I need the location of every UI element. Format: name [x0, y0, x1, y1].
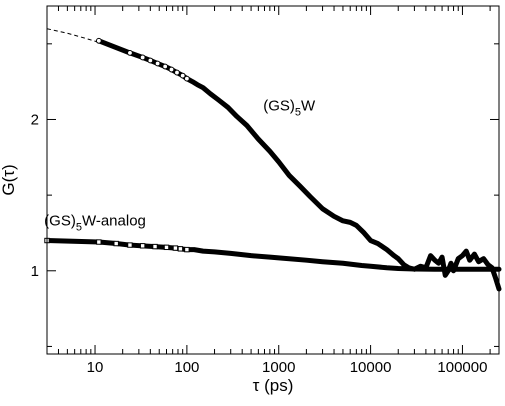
series-2-point	[152, 243, 158, 250]
x-tick-label: 1000	[262, 359, 295, 376]
series-1-point	[179, 72, 186, 79]
series-1	[46, 28, 502, 292]
series-2-point	[139, 243, 146, 249]
series-1-point	[139, 54, 146, 61]
series-1-point	[174, 69, 180, 76]
plot-content	[44, 28, 502, 292]
x-tick-label: 10000	[350, 359, 392, 376]
x-axis: 10 100 1000 10000 100000	[46, 6, 491, 376]
x-tick-label: 10	[87, 359, 104, 376]
series-2-point	[184, 246, 190, 253]
series-2-point	[127, 242, 133, 248]
series-1-point	[127, 50, 133, 56]
series-2-point	[172, 245, 179, 251]
series-2-point	[177, 246, 184, 252]
plot-frame	[46, 5, 500, 355]
series-2-point	[96, 239, 102, 245]
series-1-point	[183, 75, 190, 82]
annotations: (GS)5W (GS)5W-analog	[44, 97, 316, 233]
series-label-2: (GS)5W-analog	[44, 212, 146, 233]
series-2	[44, 237, 502, 272]
series-1-point	[162, 63, 169, 70]
series-1-point	[95, 37, 102, 44]
series-1-data-line	[96, 38, 502, 292]
y-tick-label: 2	[31, 111, 39, 128]
series-label-1: (GS)5W	[263, 97, 316, 118]
y-tick-label: 1	[31, 263, 39, 280]
x-tick-label: 100000	[437, 359, 487, 376]
series-2-point	[113, 240, 119, 247]
series-1-point	[154, 60, 161, 67]
series-2-point	[163, 244, 170, 251]
series-1-point	[147, 57, 154, 64]
y-axis: 12	[31, 43, 499, 347]
series-1-point	[168, 66, 175, 73]
series-2-data-line	[44, 238, 502, 272]
y-axis-title: G(τ)	[0, 164, 18, 195]
x-axis-title: τ (ps)	[253, 376, 294, 395]
x-tick-label: 100	[174, 359, 199, 376]
